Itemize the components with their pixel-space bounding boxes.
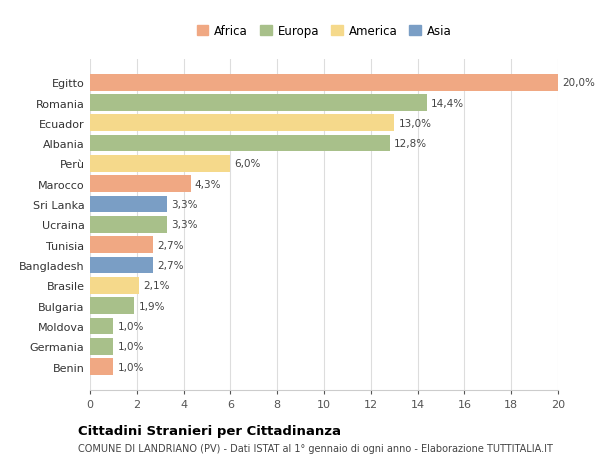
Text: 1,0%: 1,0% <box>118 321 144 331</box>
Text: 2,1%: 2,1% <box>143 281 170 291</box>
Bar <box>90 135 389 152</box>
Text: 1,9%: 1,9% <box>139 301 165 311</box>
Text: COMUNE DI LANDRIANO (PV) - Dati ISTAT al 1° gennaio di ogni anno - Elaborazione : COMUNE DI LANDRIANO (PV) - Dati ISTAT al… <box>78 443 553 453</box>
Text: 2,7%: 2,7% <box>157 260 184 270</box>
Text: 2,7%: 2,7% <box>157 240 184 250</box>
Bar <box>90 156 230 173</box>
Text: 14,4%: 14,4% <box>431 98 464 108</box>
Bar <box>90 318 113 335</box>
Text: 4,3%: 4,3% <box>195 179 221 190</box>
Text: 13,0%: 13,0% <box>398 118 431 129</box>
Text: Cittadini Stranieri per Cittadinanza: Cittadini Stranieri per Cittadinanza <box>78 424 341 437</box>
Text: 1,0%: 1,0% <box>118 341 144 352</box>
Bar <box>90 338 113 355</box>
Bar <box>90 95 427 112</box>
Bar <box>90 298 134 314</box>
Bar <box>90 257 153 274</box>
Bar <box>90 217 167 233</box>
Bar <box>90 75 558 91</box>
Text: 6,0%: 6,0% <box>235 159 261 169</box>
Bar <box>90 115 394 132</box>
Text: 1,0%: 1,0% <box>118 362 144 372</box>
Bar <box>90 196 167 213</box>
Bar <box>90 358 113 375</box>
Text: 3,3%: 3,3% <box>172 200 198 210</box>
Bar <box>90 176 191 193</box>
Bar <box>90 277 139 294</box>
Bar <box>90 237 153 253</box>
Text: 20,0%: 20,0% <box>562 78 595 88</box>
Legend: Africa, Europa, America, Asia: Africa, Europa, America, Asia <box>194 22 454 40</box>
Text: 3,3%: 3,3% <box>172 220 198 230</box>
Text: 12,8%: 12,8% <box>394 139 427 149</box>
